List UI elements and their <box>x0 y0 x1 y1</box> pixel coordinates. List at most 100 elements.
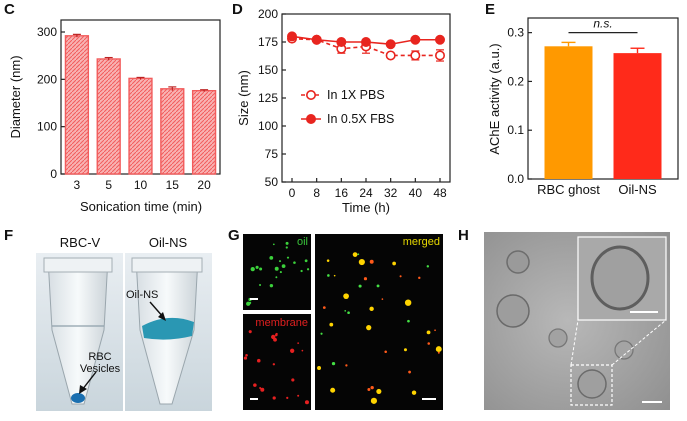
series-point-2 <box>311 34 322 45</box>
oil-dot <box>286 256 290 259</box>
tem-particle <box>506 250 530 274</box>
panel-d-ytick-label: 150 <box>258 63 278 77</box>
merged-dot <box>408 370 411 374</box>
arrow-rbc-vesicles-head <box>79 385 87 394</box>
right-tube-cap <box>131 257 203 273</box>
panel-c-xtick-label: 15 <box>166 178 180 192</box>
oil-dot <box>259 284 262 287</box>
oil-dot <box>248 301 252 304</box>
panel-d-ytick-label: 175 <box>258 35 278 49</box>
right-tube-oil-layer <box>142 317 194 340</box>
membrane-dot <box>274 333 278 337</box>
series-point-1 <box>410 50 421 61</box>
tem-particle <box>496 294 530 328</box>
merged-dot <box>369 259 374 264</box>
merged-dot <box>329 322 334 327</box>
rbc-label: RBC <box>88 351 111 363</box>
merged-dot <box>384 350 387 354</box>
scale-bar-membrane <box>250 398 258 400</box>
panel-e-ytick-label: 0.2 <box>507 74 524 88</box>
merged-dot <box>357 253 360 256</box>
oil-dot <box>293 261 296 264</box>
merged-dot <box>434 329 436 332</box>
left-tube-cap <box>43 257 113 273</box>
merged-dot <box>327 274 330 277</box>
membrane-dot <box>272 363 276 366</box>
panel-c-ytick-label: 0 <box>50 167 57 181</box>
series-point-2 <box>336 36 347 47</box>
panel-c-ytick-label: 200 <box>37 72 57 86</box>
merged-dot <box>404 299 412 306</box>
panel-e-xtick-label: Oil-NS <box>618 182 657 197</box>
tem-zoom-guide <box>570 319 579 366</box>
merged-dot <box>322 306 326 309</box>
merged-dot <box>363 277 368 281</box>
tem-particle <box>577 369 607 399</box>
oil-dot <box>274 266 279 271</box>
merged-dot <box>370 397 378 404</box>
membrane-dot <box>260 387 265 392</box>
oil-dot <box>278 260 282 263</box>
oil-dot <box>281 264 286 268</box>
series-point-2 <box>410 34 421 45</box>
left-tube-pellet <box>71 393 85 403</box>
merged-dot <box>418 276 421 280</box>
panel-c-xtick-label: 20 <box>197 178 211 192</box>
panel-d-ytick-label: 75 <box>265 147 279 161</box>
merged-dot <box>330 387 336 393</box>
oil-ns-arrow-label: Oil-NS <box>126 289 158 301</box>
merged-dot <box>376 284 380 288</box>
merged-dot <box>427 342 431 345</box>
membrane-dot <box>257 358 261 363</box>
tem-inset-particle <box>590 245 650 311</box>
panel-e-ylabel: AChE activity (a.u.) <box>487 43 502 154</box>
oil-dot <box>272 243 275 246</box>
oil-dot <box>304 259 308 263</box>
panel-h-label: H <box>458 227 469 244</box>
merged-dot <box>345 364 348 367</box>
merged-dot <box>399 275 402 278</box>
membrane-dot <box>291 378 295 382</box>
series-point-2 <box>385 39 396 50</box>
panel-e-label: E <box>485 1 495 18</box>
panel-e-frame <box>527 17 679 180</box>
series-point-1 <box>385 50 396 61</box>
tem-zoom-box <box>570 364 613 406</box>
bar <box>544 46 593 180</box>
panel-d-ytick-label: 50 <box>265 175 279 189</box>
panel-e-chart: E 0.0 0.1 0.2 0.3 n.s. RBC ghost Oil-NS AChE… <box>485 1 679 197</box>
oil-dot <box>275 276 278 279</box>
panel-g-fluorescence: G oil membrane merged <box>228 227 443 410</box>
series-point-2 <box>286 31 297 42</box>
tile-membrane-label: membrane <box>255 317 308 329</box>
panel-d-label: D <box>232 1 243 18</box>
oil-dot <box>285 246 288 249</box>
panel-c-ytick-label: 300 <box>37 25 57 39</box>
membrane-dot <box>253 383 257 387</box>
legend-label-1: In 1X PBS <box>327 88 385 102</box>
merged-dot <box>352 252 358 257</box>
panel-e-ytick-label: 0.0 <box>507 172 524 186</box>
bar-hatch <box>192 90 216 174</box>
membrane-dot <box>245 353 248 357</box>
membrane-dot <box>243 356 248 360</box>
membrane-dot <box>273 337 277 342</box>
panel-d-xtick-label: 0 <box>289 186 296 200</box>
bar-hatch <box>129 78 152 174</box>
panel-d-chart: D 50 75 100 125 150 175 200 0 8 16 24 32 40 48 In 1X… <box>232 1 451 215</box>
tile-oil <box>243 234 311 310</box>
membrane-dot <box>272 396 276 400</box>
membrane-dot <box>301 349 304 352</box>
panel-d-ytick-label: 125 <box>258 91 278 105</box>
merged-dot <box>411 390 417 395</box>
panel-d-ytick-label: 100 <box>258 119 278 133</box>
merged-dot <box>331 361 336 366</box>
tem-zoom-guide <box>611 319 667 366</box>
bar-hatch <box>65 35 89 174</box>
arrow-oil-ns-head <box>158 312 166 321</box>
oil-dot <box>259 267 263 271</box>
merged-dot <box>358 284 362 288</box>
series-point-2 <box>360 36 371 47</box>
membrane-dot <box>286 396 289 399</box>
